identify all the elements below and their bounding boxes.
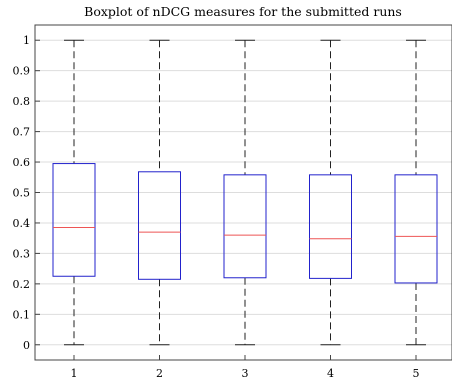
iqr-box	[223, 174, 267, 279]
y-axis: 0 0.1 0.2 0.3 0.4 0.5 0.6 0.7 0.8 0.9 1	[13, 34, 40, 352]
box-group-3	[223, 39, 267, 346]
y-tick-label: 0.2	[13, 278, 31, 291]
y-tick-label: 0.3	[13, 247, 31, 260]
x-tick-label: 3	[242, 367, 249, 380]
y-tick-label: 0.5	[13, 187, 31, 200]
x-tick-label: 5	[413, 367, 420, 380]
box-group-4	[309, 39, 352, 346]
x-axis: 1 2 3 4 5	[71, 355, 420, 380]
y-tick-label: 0.8	[13, 95, 31, 108]
x-tick-label: 1	[71, 367, 78, 380]
y-tick-label: 1	[23, 34, 30, 47]
y-tick-label: 0.4	[13, 217, 31, 230]
iqr-box	[52, 163, 96, 277]
x-tick-label: 2	[156, 367, 163, 380]
chart-title: Boxplot of nDCG measures for the submitt…	[84, 4, 402, 19]
x-tick-label: 4	[327, 367, 334, 380]
boxes	[52, 39, 438, 346]
iqr-box	[138, 171, 181, 280]
y-tick-label: 0.7	[13, 126, 31, 139]
y-tick-label: 0.1	[13, 308, 31, 321]
box-group-1	[52, 39, 96, 346]
iqr-box	[309, 174, 352, 279]
box-group-2	[138, 39, 181, 346]
box-group-5	[394, 39, 438, 346]
grid-lines	[35, 39, 452, 346]
y-tick-label: 0	[23, 339, 30, 352]
y-tick-label: 0.9	[13, 65, 31, 78]
iqr-box	[394, 174, 438, 284]
y-tick-label: 0.6	[13, 156, 31, 169]
